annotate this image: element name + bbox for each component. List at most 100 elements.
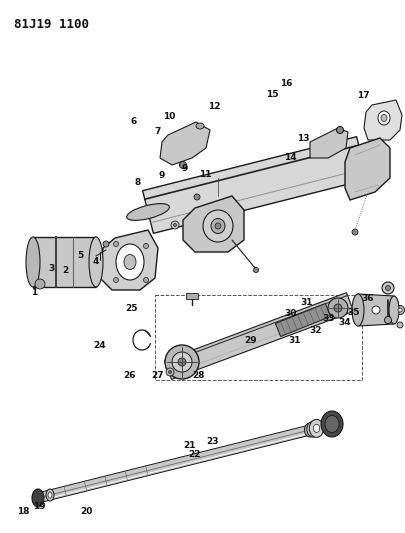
Text: 2: 2 bbox=[62, 266, 69, 274]
Ellipse shape bbox=[89, 237, 103, 287]
Ellipse shape bbox=[124, 254, 136, 270]
Ellipse shape bbox=[381, 282, 393, 294]
Text: 31: 31 bbox=[300, 298, 312, 307]
Ellipse shape bbox=[211, 219, 224, 233]
Text: 31: 31 bbox=[288, 336, 300, 344]
Polygon shape bbox=[183, 196, 243, 252]
Text: 20: 20 bbox=[80, 507, 92, 516]
Text: 23: 23 bbox=[206, 437, 218, 446]
Ellipse shape bbox=[113, 241, 118, 246]
Text: 32: 32 bbox=[309, 326, 321, 335]
Ellipse shape bbox=[380, 115, 386, 122]
Text: 8: 8 bbox=[134, 178, 140, 187]
Ellipse shape bbox=[384, 317, 390, 324]
Polygon shape bbox=[275, 303, 330, 336]
Polygon shape bbox=[37, 425, 311, 503]
Text: 18: 18 bbox=[17, 507, 30, 516]
Text: 1: 1 bbox=[31, 288, 38, 296]
Text: 36: 36 bbox=[361, 294, 373, 303]
Text: 17: 17 bbox=[356, 92, 369, 100]
Ellipse shape bbox=[385, 286, 390, 290]
Ellipse shape bbox=[336, 126, 343, 133]
Text: 9: 9 bbox=[158, 172, 164, 180]
Ellipse shape bbox=[253, 268, 258, 272]
Ellipse shape bbox=[397, 308, 401, 312]
Ellipse shape bbox=[48, 492, 52, 498]
Ellipse shape bbox=[26, 237, 40, 287]
Ellipse shape bbox=[116, 244, 144, 280]
Text: 25: 25 bbox=[125, 304, 137, 312]
Polygon shape bbox=[185, 293, 198, 299]
Text: 22: 22 bbox=[188, 450, 200, 459]
Text: 13: 13 bbox=[296, 134, 308, 143]
Text: 11: 11 bbox=[199, 171, 211, 179]
Ellipse shape bbox=[324, 416, 338, 432]
Ellipse shape bbox=[143, 244, 148, 248]
Ellipse shape bbox=[388, 296, 398, 324]
Ellipse shape bbox=[320, 411, 342, 437]
Ellipse shape bbox=[377, 111, 389, 125]
Text: 19: 19 bbox=[32, 502, 45, 511]
Text: 30: 30 bbox=[284, 309, 296, 318]
Polygon shape bbox=[357, 294, 393, 326]
Text: 5: 5 bbox=[77, 252, 83, 260]
Text: 10: 10 bbox=[162, 112, 175, 120]
Polygon shape bbox=[363, 100, 401, 140]
Ellipse shape bbox=[126, 204, 169, 220]
Ellipse shape bbox=[215, 223, 220, 229]
Polygon shape bbox=[100, 230, 158, 290]
Ellipse shape bbox=[143, 278, 148, 282]
Ellipse shape bbox=[166, 368, 174, 376]
Ellipse shape bbox=[196, 123, 203, 129]
Text: 81J19 1100: 81J19 1100 bbox=[14, 18, 89, 31]
Text: 7: 7 bbox=[154, 127, 160, 135]
Text: 15: 15 bbox=[265, 91, 277, 99]
Ellipse shape bbox=[168, 370, 171, 374]
Text: 14: 14 bbox=[284, 154, 296, 162]
Ellipse shape bbox=[172, 352, 192, 372]
Ellipse shape bbox=[306, 421, 319, 437]
Ellipse shape bbox=[35, 279, 45, 289]
Polygon shape bbox=[142, 136, 367, 233]
Ellipse shape bbox=[351, 229, 357, 235]
Text: 26: 26 bbox=[124, 372, 136, 380]
Polygon shape bbox=[344, 138, 389, 200]
Ellipse shape bbox=[351, 294, 363, 326]
Ellipse shape bbox=[32, 489, 44, 507]
Text: 24: 24 bbox=[93, 341, 106, 350]
Ellipse shape bbox=[202, 210, 232, 242]
Polygon shape bbox=[160, 122, 209, 165]
Ellipse shape bbox=[113, 278, 118, 282]
Text: 12: 12 bbox=[208, 102, 220, 111]
Ellipse shape bbox=[333, 304, 341, 312]
Ellipse shape bbox=[173, 223, 176, 227]
Ellipse shape bbox=[304, 423, 315, 437]
Ellipse shape bbox=[171, 221, 179, 229]
Text: 21: 21 bbox=[183, 441, 195, 450]
Ellipse shape bbox=[46, 489, 54, 501]
Ellipse shape bbox=[310, 425, 315, 433]
Ellipse shape bbox=[103, 241, 109, 247]
Polygon shape bbox=[164, 293, 353, 379]
Text: 16: 16 bbox=[280, 79, 292, 87]
Ellipse shape bbox=[327, 298, 347, 318]
Text: 28: 28 bbox=[192, 372, 204, 380]
Ellipse shape bbox=[371, 306, 379, 314]
Text: 34: 34 bbox=[338, 319, 351, 327]
Polygon shape bbox=[309, 128, 347, 158]
Text: 3: 3 bbox=[49, 264, 55, 272]
Polygon shape bbox=[33, 237, 96, 287]
Ellipse shape bbox=[309, 419, 323, 438]
Ellipse shape bbox=[313, 424, 319, 432]
Text: 33: 33 bbox=[322, 314, 334, 323]
Ellipse shape bbox=[394, 305, 403, 314]
Text: 29: 29 bbox=[243, 336, 256, 344]
Ellipse shape bbox=[179, 161, 186, 168]
Text: 6: 6 bbox=[130, 117, 136, 126]
Text: 4: 4 bbox=[92, 257, 98, 265]
Text: 27: 27 bbox=[151, 372, 164, 380]
Ellipse shape bbox=[396, 322, 402, 328]
Ellipse shape bbox=[194, 194, 200, 200]
Ellipse shape bbox=[164, 345, 198, 379]
Ellipse shape bbox=[307, 427, 312, 433]
